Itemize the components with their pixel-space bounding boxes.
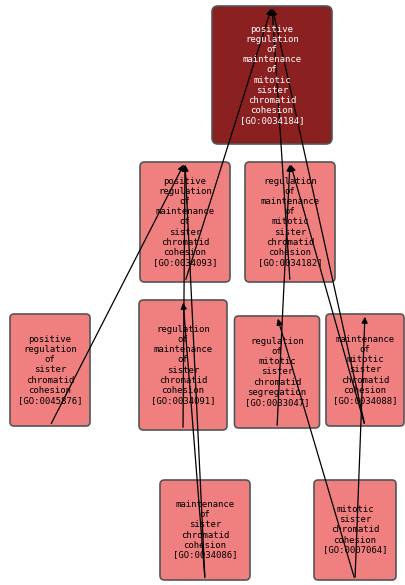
Text: mitotic
sister
chromatid
cohesion
[GO:0007064]: mitotic sister chromatid cohesion [GO:00… [322, 505, 386, 555]
FancyBboxPatch shape [325, 314, 403, 426]
FancyBboxPatch shape [244, 162, 334, 282]
Text: positive
regulation
of
maintenance
of
sister
chromatid
cohesion
[GO:0034093]: positive regulation of maintenance of si… [152, 177, 217, 267]
FancyBboxPatch shape [211, 6, 331, 144]
FancyBboxPatch shape [313, 480, 395, 580]
FancyBboxPatch shape [160, 480, 249, 580]
Text: regulation
of
maintenance
of
sister
chromatid
cohesion
[GO:0034091]: regulation of maintenance of sister chro… [150, 325, 215, 405]
FancyBboxPatch shape [139, 300, 226, 430]
Text: maintenance
of
sister
chromatid
cohesion
[GO:0034086]: maintenance of sister chromatid cohesion… [172, 500, 237, 560]
Text: positive
regulation
of
sister
chromatid
cohesion
[GO:0045876]: positive regulation of sister chromatid … [18, 335, 82, 405]
FancyBboxPatch shape [10, 314, 90, 426]
Text: regulation
of
maintenance
of
mitotic
sister
chromatid
cohesion
[GO:0034182]: regulation of maintenance of mitotic sis… [257, 177, 322, 267]
Text: positive
regulation
of
maintenance
of
mitotic
sister
chromatid
cohesion
[GO:0034: positive regulation of maintenance of mi… [239, 25, 303, 125]
Text: regulation
of
mitotic
sister
chromatid
segregation
[GO:0033047]: regulation of mitotic sister chromatid s… [244, 338, 309, 407]
FancyBboxPatch shape [140, 162, 230, 282]
FancyBboxPatch shape [234, 316, 319, 428]
Text: maintenance
of
mitotic
sister
chromatid
cohesion
[GO:0034088]: maintenance of mitotic sister chromatid … [332, 335, 396, 405]
